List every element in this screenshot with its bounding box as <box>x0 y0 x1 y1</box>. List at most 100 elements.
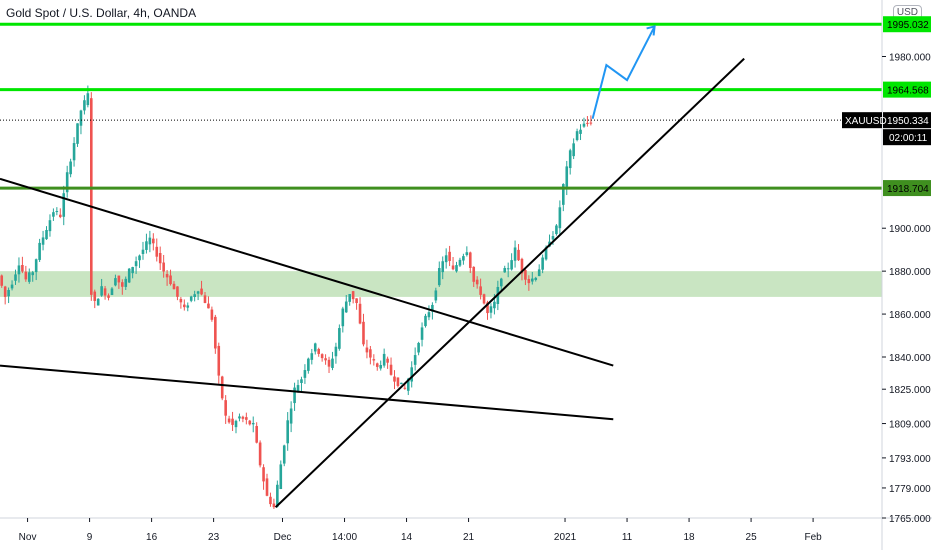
candle <box>62 193 66 217</box>
candle <box>427 312 431 318</box>
time-tick-label: Nov <box>19 532 37 543</box>
candle <box>465 252 469 256</box>
candle <box>217 345 221 376</box>
candle <box>555 225 558 235</box>
candle <box>203 295 207 303</box>
candle <box>3 286 7 297</box>
candle <box>286 420 289 444</box>
candle <box>48 220 52 232</box>
candle <box>52 212 55 217</box>
candle <box>121 282 124 287</box>
candle <box>320 354 324 359</box>
candle <box>313 343 317 352</box>
candle <box>324 358 327 361</box>
candle <box>193 294 196 298</box>
candle <box>186 305 190 308</box>
candle <box>362 321 365 345</box>
candle <box>348 294 351 302</box>
candle <box>214 316 217 349</box>
time-tick-label: 9 <box>87 532 93 543</box>
candle <box>210 309 214 320</box>
candle <box>375 363 379 367</box>
candle <box>520 258 524 274</box>
candle <box>176 286 179 297</box>
candle <box>103 288 107 296</box>
candle <box>262 467 265 482</box>
candle <box>541 257 544 270</box>
candle <box>79 110 83 126</box>
time-tick-label: 14:00 <box>332 532 357 543</box>
candle <box>558 207 562 229</box>
candle <box>382 353 386 366</box>
candle <box>493 301 496 309</box>
candle <box>58 214 62 218</box>
candle <box>10 284 14 289</box>
candle <box>503 268 507 273</box>
candle <box>265 478 269 496</box>
candle <box>410 367 414 382</box>
candle <box>524 270 527 280</box>
candle <box>76 123 79 144</box>
candle <box>586 122 589 124</box>
candle <box>17 265 21 275</box>
candle <box>434 290 438 301</box>
trend-line-1 <box>0 364 614 421</box>
candle <box>65 172 69 193</box>
candle <box>289 408 293 424</box>
candle <box>537 269 541 277</box>
time-tick-label: 16 <box>146 532 158 543</box>
candle <box>138 255 141 261</box>
candle <box>575 131 579 141</box>
countdown-tag: 02:00:11 <box>889 133 928 144</box>
candle <box>396 377 400 386</box>
candle <box>475 279 479 285</box>
trend-line-2 <box>274 57 745 508</box>
candle <box>444 255 448 263</box>
candle <box>379 365 383 369</box>
candle <box>296 385 300 393</box>
candle <box>110 288 114 296</box>
candle <box>358 303 362 324</box>
candle <box>24 271 28 280</box>
candle <box>568 150 572 169</box>
candle <box>276 484 279 507</box>
candle <box>499 278 503 287</box>
candle <box>513 247 517 261</box>
candle <box>45 229 48 240</box>
candle <box>317 348 320 354</box>
time-tick-label: 14 <box>401 532 413 543</box>
candle <box>86 93 90 106</box>
candle <box>451 265 455 270</box>
candle <box>579 129 582 134</box>
candle <box>300 379 303 384</box>
candle <box>272 503 276 508</box>
candle <box>183 304 186 308</box>
candle <box>131 267 134 274</box>
candle <box>482 294 486 304</box>
countdown-tag-bg <box>883 129 931 146</box>
time-tick-label: 25 <box>746 532 758 543</box>
candle <box>27 272 31 282</box>
time-tick-label: Dec <box>274 532 292 543</box>
price-tick-label: 1809.000 <box>889 420 931 431</box>
candle <box>155 246 159 257</box>
price-tick-label: 1980.000 <box>889 52 931 63</box>
candle <box>224 400 227 416</box>
symbol-tag-bg <box>842 112 882 129</box>
candle <box>145 241 148 250</box>
candle <box>468 252 472 268</box>
candle <box>582 123 586 127</box>
price-tick-label: 1825.000 <box>889 385 931 396</box>
price-tick-label: 1900.000 <box>889 224 931 235</box>
candle <box>400 382 403 385</box>
price-tag-bg <box>883 81 931 98</box>
candle <box>572 143 575 157</box>
price-tag-bg <box>883 180 931 197</box>
candle <box>341 308 345 327</box>
candle <box>331 358 334 368</box>
candle <box>231 418 234 425</box>
candle <box>21 265 24 272</box>
candle <box>406 378 410 391</box>
candle <box>279 464 283 490</box>
